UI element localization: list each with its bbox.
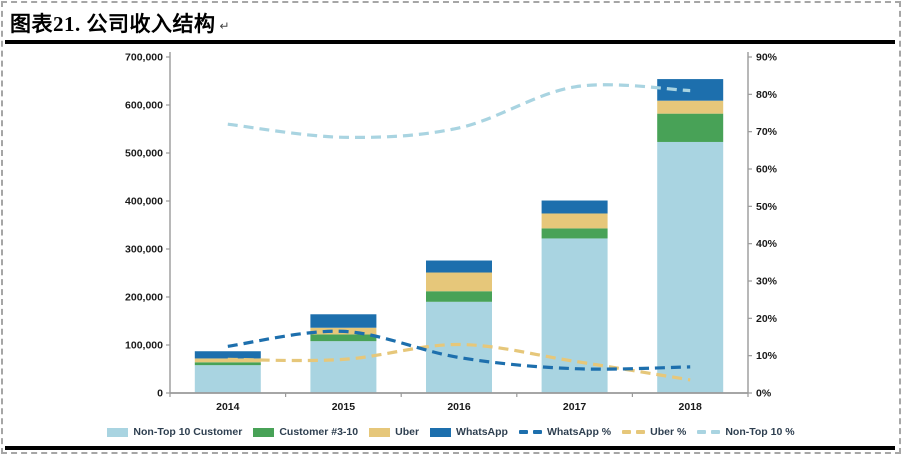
right-axis-tick-label: 70% [756,126,778,138]
legend-label: Non-Top 10 Customer [133,426,243,438]
legend-swatch [369,427,391,437]
paragraph-return-mark-icon: ↵ [219,19,230,33]
legend-dash [622,430,632,434]
bar-segment-non-top-10-customer-2014 [194,365,261,393]
legend-dash [636,430,646,434]
bar-segment-customer-3-10-2017 [541,228,608,239]
legend-dash [711,430,721,434]
trend-line-uber- [227,342,691,382]
right-axis-tick-label: 10% [756,350,778,362]
chart-legend: Non-Top 10 Customer Customer #3-10 Uber Wha… [0,426,902,438]
legend-item-non-top-10-: Non-Top 10 % [697,426,795,438]
legend-label: Customer #3-10 [279,426,359,438]
right-axis-tick-label: 90% [756,52,778,64]
legend-dash-sample [622,430,646,434]
bottom-divider [5,446,895,450]
x-axis-category-label: 2015 [332,401,356,413]
legend-item-whatsapp-: WhatsApp % [518,426,612,438]
trend-line-non-top-10- [227,83,691,140]
legend-item-uber-: Uber % [622,426,686,438]
legend-swatch [430,427,452,437]
title-divider [5,40,895,44]
left-axis-tick-label: 400,000 [125,196,163,208]
figure-header: 图表21. 公司收入结构 ↵ [10,8,230,38]
bar-segment-uber-2018 [657,100,724,114]
bar-segment-uber-2016 [426,272,492,292]
legend-label: WhatsApp % [546,426,612,438]
legend-item-whatsapp: WhatsApp [430,426,508,438]
right-axis-tick-label: 40% [756,238,778,250]
legend-label: Uber % [650,426,687,438]
figure-title: 图表21. 公司收入结构 [10,12,216,36]
left-axis-tick-label: 100,000 [125,340,163,352]
bar-segment-customer-3-10-2015 [310,334,377,342]
x-axis-category-label: 2014 [216,401,240,413]
x-axis-category-label: 2018 [679,401,703,413]
legend-dash [697,430,707,434]
left-axis-tick-label: 700,000 [125,52,163,64]
right-axis-tick-label: 50% [756,201,778,213]
legend-swatch [107,427,129,437]
bar-segment-non-top-10-customer-2016 [426,301,492,393]
trend-line-whatsapp- [227,329,691,371]
legend-swatch [253,427,275,437]
bar-segment-whatsapp-2016 [426,260,492,273]
bar-segment-whatsapp-2014 [194,351,261,359]
right-axis-tick-label: 20% [756,313,778,325]
left-axis-tick-label: 500,000 [125,148,163,160]
legend-dash-sample [518,430,542,434]
bar-segment-non-top-10-customer-2018 [657,141,724,393]
legend-label: Non-Top 10 % [725,426,795,438]
right-axis-tick-label: 80% [756,89,778,101]
bar-segment-whatsapp-2017 [541,200,608,214]
right-axis-tick-label: 60% [756,164,778,176]
legend-dash [518,430,528,434]
bar-segment-customer-3-10-2016 [426,291,492,302]
legend-dash-sample [697,430,721,434]
legend-label: Uber [395,426,420,438]
bar-segment-customer-3-10-2014 [194,362,261,366]
left-axis-tick-label: 200,000 [125,292,163,304]
bar-segment-uber-2017 [541,213,608,229]
legend-item-non-top-10-customer: Non-Top 10 Customer [107,426,242,438]
legend-item-uber: Uber [369,426,419,438]
left-axis-tick-label: 0 [157,388,163,400]
right-axis-tick-label: 0% [756,388,772,400]
left-axis-tick-label: 600,000 [125,100,163,112]
bar-segment-customer-3-10-2018 [657,113,724,142]
legend-item-customer-3-10: Customer #3-10 [253,426,358,438]
right-axis-tick-label: 30% [756,276,778,288]
bar-segment-whatsapp-2015 [310,314,377,328]
bar-segment-uber-2014 [194,358,261,363]
bar-segment-non-top-10-customer-2015 [310,341,377,393]
x-axis-category-label: 2017 [563,401,587,413]
left-axis-tick-label: 300,000 [125,244,163,256]
x-axis-category-label: 2016 [447,401,471,413]
legend-label: WhatsApp [456,426,508,438]
legend-dash [532,430,542,434]
